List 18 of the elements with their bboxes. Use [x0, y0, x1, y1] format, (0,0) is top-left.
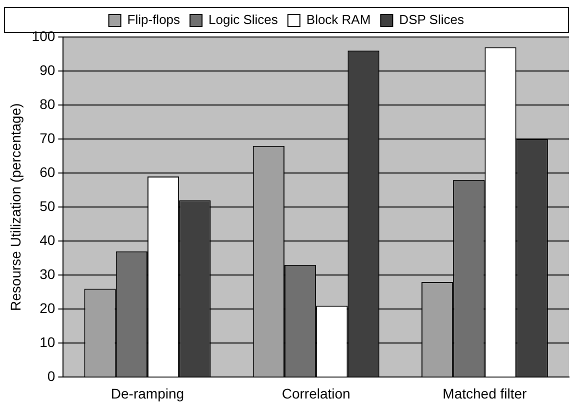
y-tick-label: 50 [40, 198, 56, 214]
y-axis-title: Resourse Utilization (percentage) [7, 103, 24, 311]
y-tick-label: 40 [40, 232, 56, 248]
x-tick-label: Correlation [282, 385, 350, 402]
legend-label: Flip-flops [127, 12, 181, 28]
legend-label: Block RAM [306, 12, 371, 28]
y-tick-label: 60 [40, 164, 56, 180]
y-tick-label: 0 [47, 368, 56, 384]
x-tick-label: Matched filter [442, 385, 528, 402]
y-tick-label: 80 [40, 96, 56, 112]
legend-label: DSP Slices [399, 12, 464, 28]
x-tick-label: De-ramping [110, 385, 184, 402]
y-tick-label: 10 [40, 334, 56, 350]
y-tick-label: 90 [40, 62, 56, 78]
y-tick-label: 30 [40, 266, 56, 282]
legend-label: Logic Slices [208, 12, 278, 28]
y-tick-label: 20 [40, 300, 56, 316]
y-tick-label: 70 [40, 130, 56, 146]
